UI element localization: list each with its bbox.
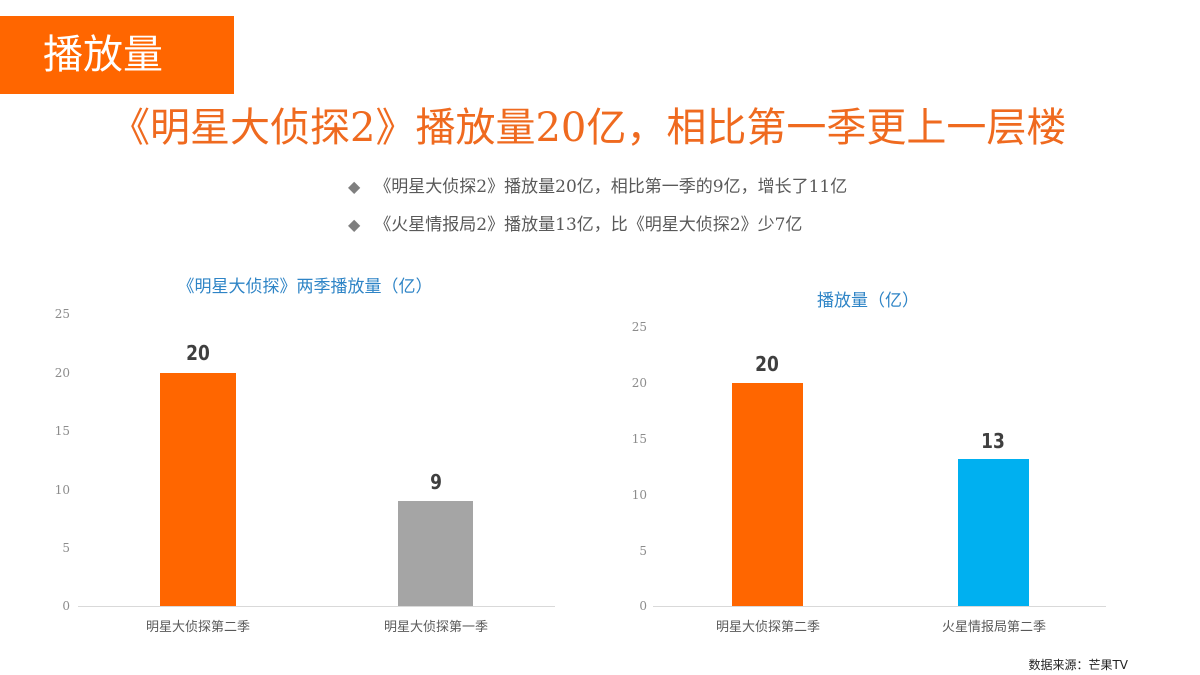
bullet-item: ◆ 《明星大侦探2》播放量20亿，相比第一季的9亿，增长了11亿	[348, 172, 847, 210]
y-tick: 25	[54, 307, 70, 321]
section-tag: 播放量	[0, 16, 234, 94]
x-axis-line	[653, 606, 1106, 607]
value-label: 20	[755, 352, 779, 376]
value-label: 13	[981, 429, 1005, 453]
y-tick: 5	[639, 544, 647, 558]
y-tick: 10	[631, 488, 647, 502]
y-tick: 0	[639, 599, 647, 613]
diamond-bullet-icon: ◆	[348, 177, 361, 196]
bar-season2	[160, 373, 236, 606]
bullet-item: ◆ 《火星情报局2》播放量13亿，比《明星大侦探2》少7亿	[348, 210, 847, 248]
y-tick: 10	[54, 483, 70, 497]
y-tick: 25	[631, 320, 647, 334]
y-tick: 20	[54, 366, 70, 380]
value-label: 20	[186, 341, 210, 365]
x-category: 火星情报局第二季	[941, 620, 1046, 635]
x-category: 明星大侦探第一季	[383, 620, 488, 635]
chart-title: 《明星大侦探》两季播放量（亿）	[177, 277, 433, 297]
x-category: 明星大侦探第二季	[145, 620, 250, 635]
x-axis-line	[78, 606, 555, 607]
bar-season1	[398, 501, 473, 606]
bar-detective	[732, 383, 803, 606]
diamond-bullet-icon: ◆	[348, 215, 361, 234]
chart-title: 播放量（亿）	[817, 291, 919, 311]
section-tag-label: 播放量	[43, 32, 163, 78]
bullet-text: 《明星大侦探2》播放量20亿，相比第一季的9亿，增长了11亿	[374, 177, 848, 197]
bullet-text: 《火星情报局2》播放量13亿，比《明星大侦探2》少7亿	[374, 215, 803, 235]
x-category: 明星大侦探第二季	[715, 620, 820, 635]
y-tick: 20	[631, 376, 647, 390]
bullet-list: ◆ 《明星大侦探2》播放量20亿，相比第一季的9亿，增长了11亿 ◆ 《火星情报局2…	[348, 172, 847, 248]
data-source: 数据来源：芒果TV	[1028, 658, 1128, 672]
y-tick: 5	[62, 541, 70, 555]
y-tick: 15	[631, 432, 647, 446]
bar-mars	[958, 459, 1029, 606]
value-label: 9	[430, 470, 442, 494]
y-tick: 0	[62, 599, 70, 613]
y-tick: 15	[54, 424, 70, 438]
headline: 《明星大侦探2》播放量20亿，相比第一季更上一层楼	[110, 105, 1067, 151]
